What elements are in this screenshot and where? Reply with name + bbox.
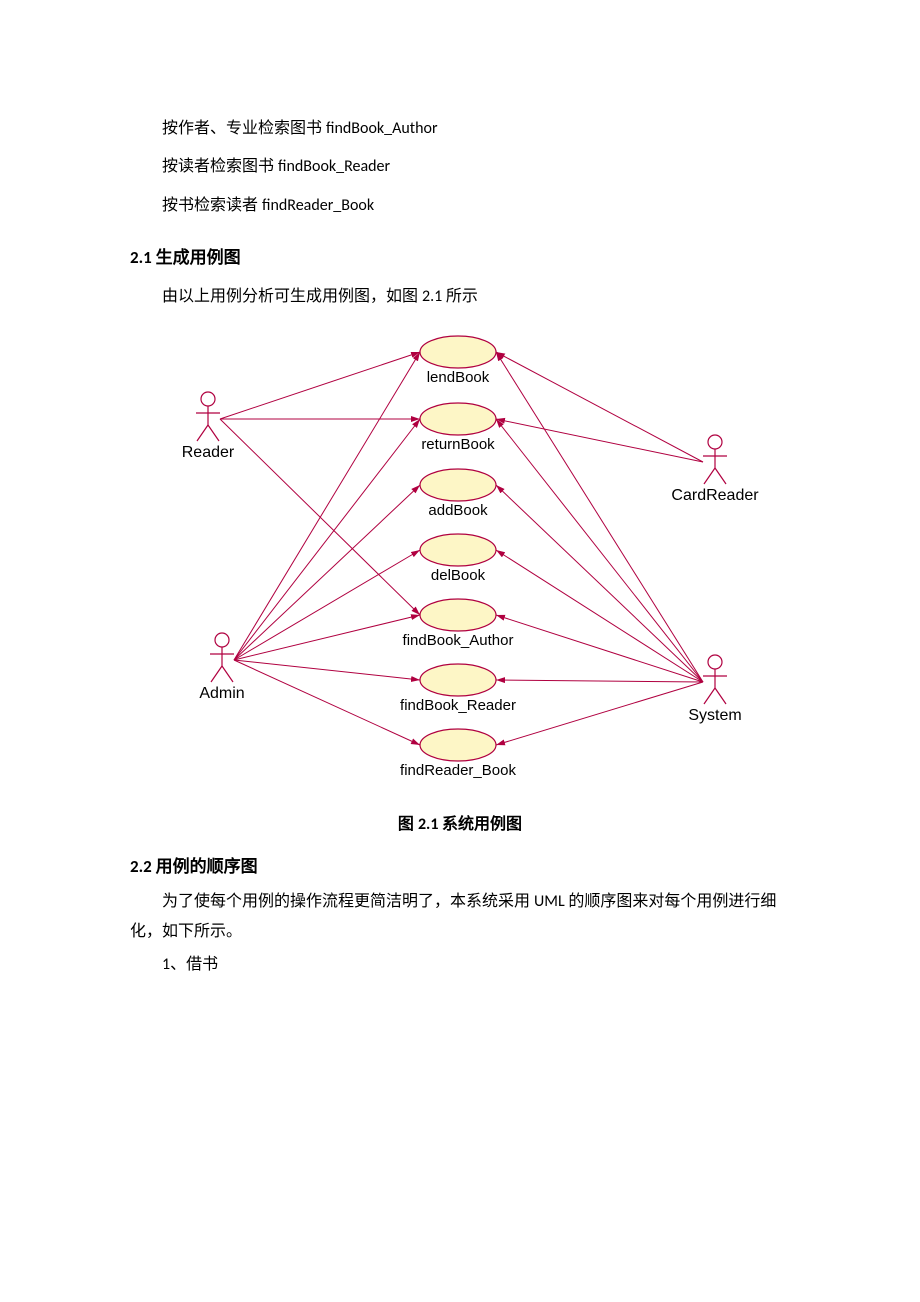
usecase-ellipse-2 (420, 469, 496, 501)
usecase-ellipse-5 (420, 664, 496, 696)
usecase-label-2: addBook (428, 502, 488, 519)
association-edge-7 (234, 615, 420, 660)
section-2-1-para-b: 2.1 (422, 287, 446, 306)
usecases-layer: lendBook returnBook addBook delBook findBook… (400, 336, 516, 779)
section-2-1-number: 2.1 (130, 247, 156, 268)
section-2-1-para-c: 所示 (446, 288, 478, 305)
association-edge-13 (496, 419, 703, 682)
usecase-ellipse-4 (420, 599, 496, 631)
figure-2-1-caption: 图 2.1 系统用例图 (160, 810, 760, 834)
actor-reader: Reader (182, 392, 235, 461)
figure-2-1-caption-a: 图 (398, 816, 418, 833)
intro-line-3-zh: 按书检索读者 (162, 197, 262, 214)
section-2-1-heading: 2.1 生成用例图 (130, 243, 790, 268)
section-2-2-item-1-text: 借书 (186, 956, 218, 973)
section-2-2-para-a: 为了使每个用例的操作流程更简洁明了，本系统采用 (162, 893, 534, 910)
svg-text:CardReader: CardReader (671, 487, 759, 504)
figure-2-1-caption-c: 系统用例图 (442, 816, 522, 833)
intro-line-2-en: findBook_Reader (278, 157, 390, 176)
intro-line-3: 按书检索读者 findReader_Book (130, 187, 790, 225)
association-edge-0 (220, 352, 420, 419)
intro-line-2: 按读者检索图书 findBook_Reader (130, 148, 790, 186)
association-edge-14 (496, 485, 703, 682)
association-edge-17 (496, 680, 703, 682)
usecase-ellipse-6 (420, 729, 496, 761)
section-2-1-paragraph: 由以上用例分析可生成用例图，如图 2.1 所示 (130, 278, 790, 316)
section-2-2-para-b: UML (534, 892, 568, 911)
use-case-diagram-svg: lendBook returnBook addBook delBook findBook… (160, 327, 760, 787)
svg-text:Reader: Reader (182, 444, 235, 461)
section-2-1-para-a: 由以上用例分析可生成用例图，如图 (162, 288, 422, 305)
section-2-2-paragraph: 为了使每个用例的操作流程更简洁明了，本系统采用 UML 的顺序图来对每个用例进行… (130, 887, 790, 948)
use-case-diagram-figure: lendBook returnBook addBook delBook findBook… (160, 327, 760, 834)
usecase-label-4: findBook_Author (403, 632, 514, 649)
svg-text:System: System (688, 707, 741, 724)
document-page: 按作者、专业检索图书 findBook_Author 按读者检索图书 findB… (0, 0, 920, 1302)
figure-2-1-caption-b: 2.1 (418, 815, 442, 834)
usecase-label-1: returnBook (421, 436, 495, 453)
intro-line-1-zh: 按作者、专业检索图书 (162, 120, 326, 137)
section-2-2-item-1-num: 1、 (162, 955, 186, 974)
association-edge-9 (234, 660, 420, 745)
association-edge-4 (234, 419, 420, 660)
association-edge-12 (496, 352, 703, 682)
actor-system: System (688, 655, 741, 724)
association-edge-16 (496, 615, 703, 682)
usecase-ellipse-3 (420, 534, 496, 566)
usecase-ellipse-1 (420, 403, 496, 435)
usecase-label-5: findBook_Reader (400, 697, 516, 714)
association-edge-10 (496, 352, 703, 462)
section-2-1-title: 生成用例图 (156, 248, 241, 267)
section-2-2-number: 2.2 (130, 856, 156, 877)
usecase-label-6: findReader_Book (400, 762, 516, 779)
association-edge-18 (496, 682, 703, 745)
association-edge-6 (234, 550, 420, 660)
intro-line-1-en: findBook_Author (326, 119, 438, 138)
association-edge-8 (234, 660, 420, 680)
actor-cardreader: CardReader (671, 435, 759, 504)
intro-line-3-en: findReader_Book (262, 196, 374, 215)
intro-line-2-zh: 按读者检索图书 (162, 158, 278, 175)
section-2-2-item-1: 1、借书 (130, 947, 790, 982)
intro-line-1: 按作者、专业检索图书 findBook_Author (130, 110, 790, 148)
section-2-2-heading: 2.2 用例的顺序图 (130, 852, 790, 877)
svg-text:Admin: Admin (199, 685, 244, 702)
usecase-ellipse-0 (420, 336, 496, 368)
usecase-label-0: lendBook (427, 369, 490, 386)
association-edge-15 (496, 550, 703, 682)
association-edge-5 (234, 485, 420, 660)
association-edge-3 (234, 352, 420, 660)
association-edge-11 (496, 419, 703, 462)
section-2-2-title: 用例的顺序图 (156, 857, 258, 876)
actor-admin: Admin (199, 633, 244, 702)
usecase-label-3: delBook (431, 567, 486, 584)
